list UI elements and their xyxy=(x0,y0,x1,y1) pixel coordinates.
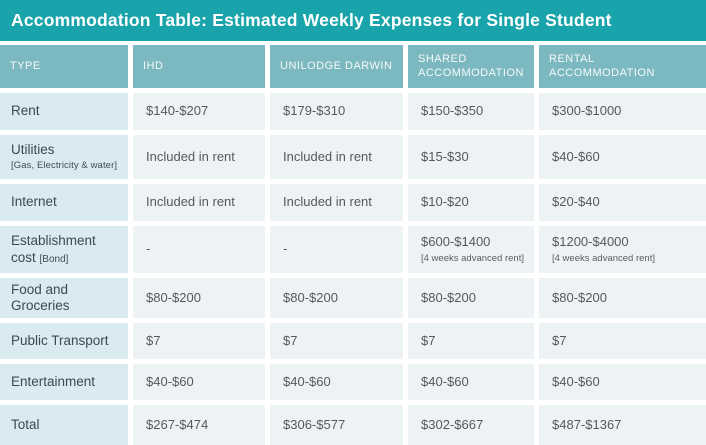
cell-rent-ihd: $140-$207 xyxy=(133,93,265,130)
row-label-public-transport: Public Transport xyxy=(0,323,128,359)
cell-note: [4 weeks advanced rent] xyxy=(552,252,655,264)
cell-establishment-unilodge: - xyxy=(270,226,403,273)
cell-value: Included in rent xyxy=(283,148,372,164)
row-label-entertainment: Entertainment xyxy=(0,364,128,400)
page-title: Accommodation Table: Estimated Weekly Ex… xyxy=(11,10,612,30)
cell-internet-ihd: Included in rent xyxy=(133,184,265,221)
column-header-label: IHD xyxy=(143,59,164,72)
cell-value: $40-$60 xyxy=(552,148,600,164)
cell-food-rental: $80-$200 xyxy=(539,278,706,318)
row-label: Total xyxy=(11,416,40,432)
cell-food-ihd: $80-$200 xyxy=(133,278,265,318)
row-sublabel: [Gas, Electricity & water] xyxy=(11,160,118,172)
cell-entertainment-shared: $40-$60 xyxy=(408,364,534,400)
cell-total-ihd: $267-$474 xyxy=(133,405,265,445)
cell-food-unilodge: $80-$200 xyxy=(270,278,403,318)
row-label-utilities: Utilities [Gas, Electricity & water] xyxy=(0,135,128,179)
cell-total-unilodge: $306-$577 xyxy=(270,405,403,445)
row-label: Food and Groceries xyxy=(11,281,70,313)
cell-value: - xyxy=(146,241,151,257)
column-header-rental-accommodation: RENTAL ACCOMMODATION xyxy=(539,45,706,88)
cell-value: $40-$60 xyxy=(283,373,331,389)
cell-transport-ihd: $7 xyxy=(133,323,265,359)
cell-utilities-unilodge: Included in rent xyxy=(270,135,403,179)
row-label: Rent xyxy=(11,103,40,119)
row-label-wrap: Establishment cost [Bond] xyxy=(11,233,122,265)
row-sublabel: [Bond] xyxy=(39,253,69,265)
cell-entertainment-ihd: $40-$60 xyxy=(133,364,265,400)
cell-total-rental: $487-$1367 xyxy=(539,405,706,445)
row-label: Internet xyxy=(11,194,57,210)
cell-value: $15-$30 xyxy=(421,148,469,164)
cell-internet-unilodge: Included in rent xyxy=(270,184,403,221)
cell-value: $7 xyxy=(552,332,567,348)
cell-value: Included in rent xyxy=(146,194,235,210)
cell-value: $306-$577 xyxy=(283,416,346,432)
cell-value: $40-$60 xyxy=(552,373,600,389)
cell-utilities-shared: $15-$30 xyxy=(408,135,534,179)
cell-value: $10-$20 xyxy=(421,194,469,210)
cell-internet-rental: $20-$40 xyxy=(539,184,706,221)
cell-food-shared: $80-$200 xyxy=(408,278,534,318)
cell-value: $1200-$4000 xyxy=(552,234,629,250)
cell-value: $20-$40 xyxy=(552,194,600,210)
cell-rent-unilodge: $179-$310 xyxy=(270,93,403,130)
cell-rent-shared: $150-$350 xyxy=(408,93,534,130)
title-banner: Accommodation Table: Estimated Weekly Ex… xyxy=(0,0,706,41)
cell-value: $7 xyxy=(421,332,436,348)
cell-total-shared: $302-$667 xyxy=(408,405,534,445)
column-header-label: TYPE xyxy=(10,59,41,72)
column-header-label: SHARED ACCOMMODATION xyxy=(418,52,524,79)
cell-value: $7 xyxy=(146,332,161,348)
column-header-unilodge-darwin: UNILODGE DARWIN xyxy=(270,45,403,88)
column-header-type: TYPE xyxy=(0,45,128,88)
cell-value: Included in rent xyxy=(283,194,372,210)
cell-transport-shared: $7 xyxy=(408,323,534,359)
cell-value: $80-$200 xyxy=(552,289,607,305)
cell-value: - xyxy=(283,241,288,257)
row-label: Establishment cost xyxy=(11,233,96,265)
column-header-ihd: IHD xyxy=(133,45,265,88)
cell-value: $300-$1000 xyxy=(552,103,622,119)
cell-value: $80-$200 xyxy=(146,289,201,305)
row-label-food-groceries: Food and Groceries xyxy=(0,278,128,318)
cell-value: $80-$200 xyxy=(283,289,338,305)
cell-establishment-rental: $1200-$4000 [4 weeks advanced rent] xyxy=(539,226,706,273)
cell-entertainment-rental: $40-$60 xyxy=(539,364,706,400)
cell-value: $80-$200 xyxy=(421,289,476,305)
cell-internet-shared: $10-$20 xyxy=(408,184,534,221)
cell-value: $487-$1367 xyxy=(552,416,622,432)
row-label: Public Transport xyxy=(11,332,109,348)
cell-utilities-ihd: Included in rent xyxy=(133,135,265,179)
row-label-internet: Internet xyxy=(0,184,128,221)
cell-utilities-rental: $40-$60 xyxy=(539,135,706,179)
cell-value: $140-$207 xyxy=(146,103,209,119)
cell-value: $150-$350 xyxy=(421,103,484,119)
row-label: Entertainment xyxy=(11,373,96,389)
row-label-rent: Rent xyxy=(0,93,128,130)
column-header-label: UNILODGE DARWIN xyxy=(280,59,393,72)
column-header-label: RENTAL ACCOMMODATION xyxy=(549,52,655,79)
cell-value: $302-$667 xyxy=(421,416,484,432)
cell-note: [4 weeks advanced rent] xyxy=(421,252,524,264)
column-header-shared-accommodation: SHARED ACCOMMODATION xyxy=(408,45,534,88)
cell-value: $179-$310 xyxy=(283,103,346,119)
row-label-total: Total xyxy=(0,405,128,445)
cell-transport-rental: $7 xyxy=(539,323,706,359)
cell-value: $7 xyxy=(283,332,298,348)
cell-value: $600-$1400 xyxy=(421,234,491,250)
cell-value: $40-$60 xyxy=(421,373,469,389)
row-label: Utilities xyxy=(11,142,55,158)
cell-establishment-ihd: - xyxy=(133,226,265,273)
cell-entertainment-unilodge: $40-$60 xyxy=(270,364,403,400)
cell-transport-unilodge: $7 xyxy=(270,323,403,359)
cell-value: Included in rent xyxy=(146,148,235,164)
row-label-establishment-cost: Establishment cost [Bond] xyxy=(0,226,128,273)
cell-value: $40-$60 xyxy=(146,373,194,389)
cell-establishment-shared: $600-$1400 [4 weeks advanced rent] xyxy=(408,226,534,273)
expenses-table: TYPE IHD UNILODGE DARWIN SHARED ACCOMMOD… xyxy=(0,45,706,445)
cell-rent-rental: $300-$1000 xyxy=(539,93,706,130)
cell-value: $267-$474 xyxy=(146,416,209,432)
